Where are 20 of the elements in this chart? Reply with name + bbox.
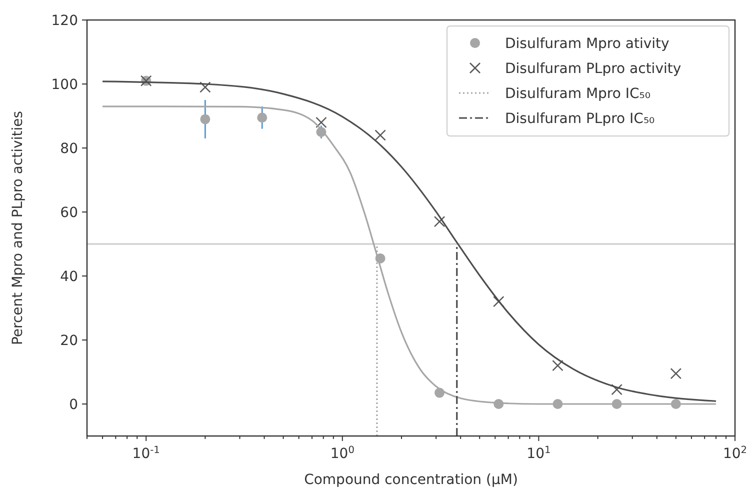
y-tick-label: 120 <box>51 13 78 29</box>
x-axis-title: Compound concentration (µM) <box>304 472 518 488</box>
point <box>257 112 268 123</box>
x-tick-label: 10$^{-1}$ <box>132 444 160 462</box>
y-tick-label: 100 <box>51 77 78 93</box>
y-tick-label: 60 <box>60 205 78 221</box>
y-axis-title: Percent Mpro and PLpro activities <box>10 110 26 346</box>
legend-label: Disulfuram Mpro IC₅₀ <box>505 86 651 102</box>
y-tick-label: 80 <box>60 141 78 157</box>
legend-label: Disulfuram Mpro ativity <box>505 36 670 52</box>
x-tick-label: 10$^{0}$ <box>330 444 354 462</box>
y-tick-label: 40 <box>60 269 78 285</box>
legend-label: Disulfuram PLpro activity <box>505 61 682 77</box>
y-tick-label: 0 <box>69 397 78 413</box>
legend-label: Disulfuram PLpro IC₅₀ <box>505 111 656 127</box>
y-tick-label: 20 <box>60 333 78 349</box>
point <box>200 82 211 93</box>
x-tick-label: 10$^{1}$ <box>526 444 551 462</box>
point <box>200 114 210 124</box>
x-tick-label: 10$^{2}$ <box>722 444 748 462</box>
